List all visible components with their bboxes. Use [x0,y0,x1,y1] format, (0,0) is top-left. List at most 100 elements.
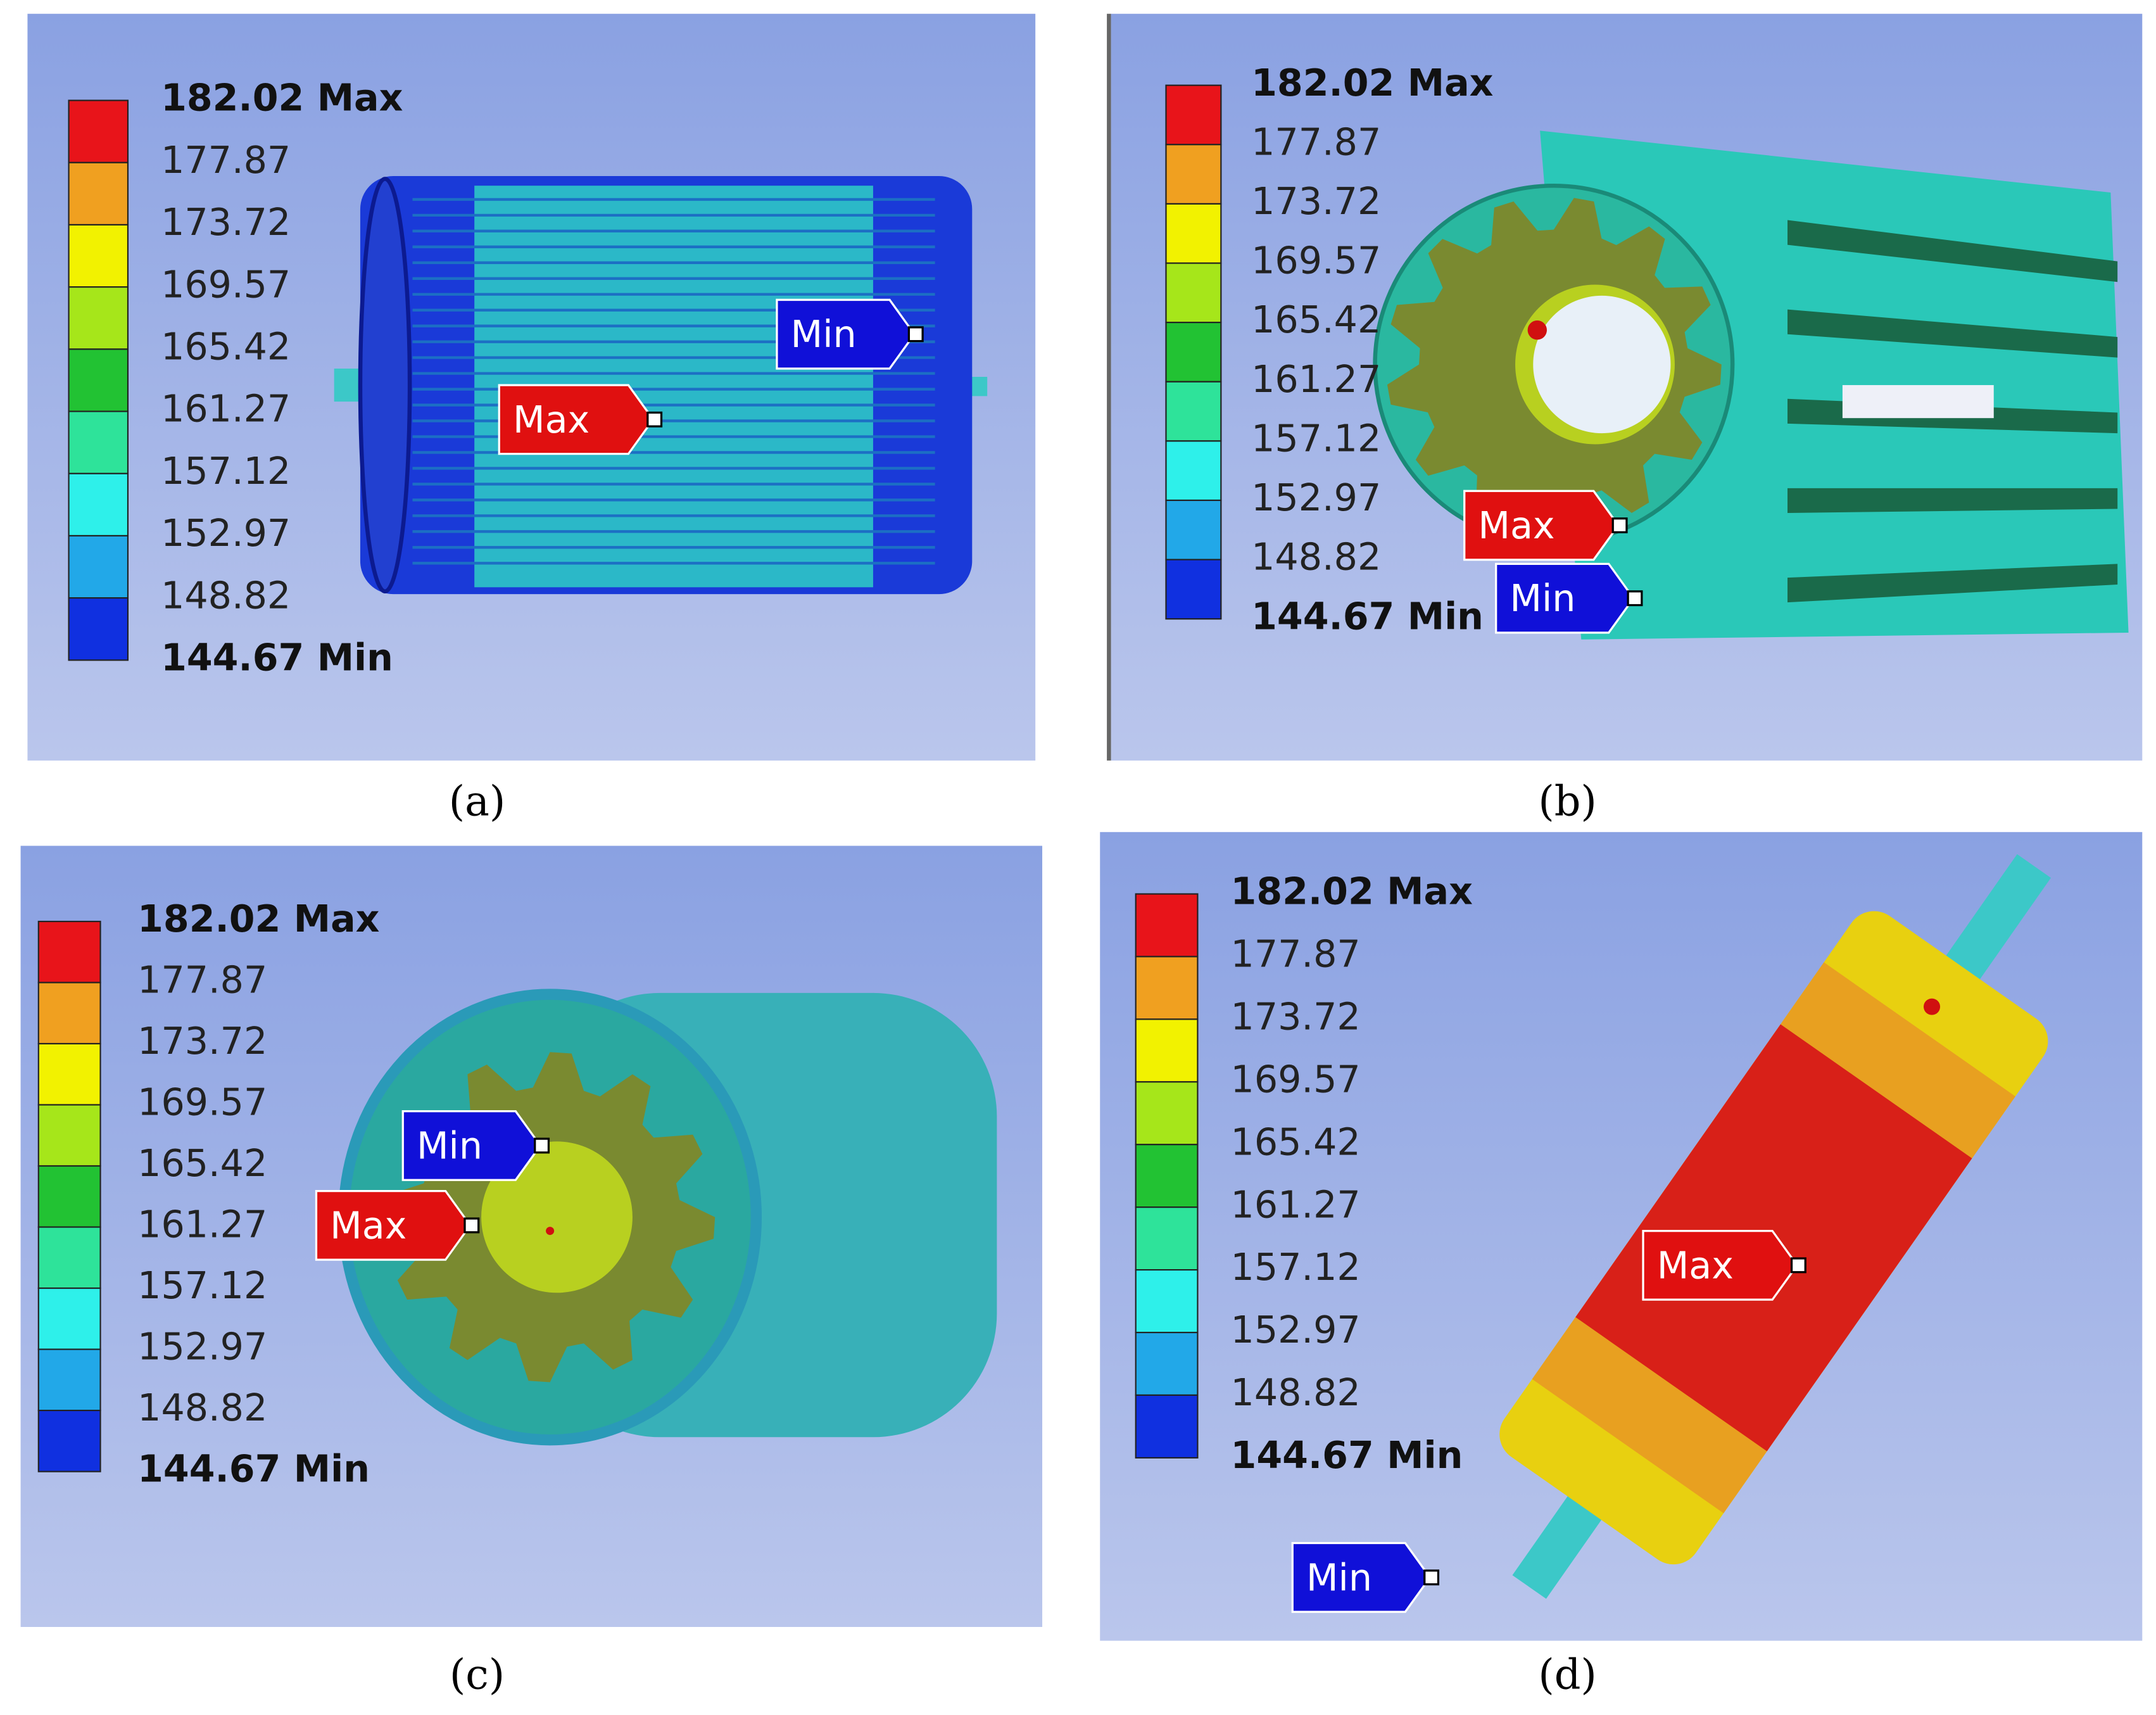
legend-label: 169.57 [161,263,291,306]
legend-label: 152.97 [1231,1308,1361,1351]
probe-label: Min [791,313,857,356]
probe-point [907,326,924,343]
legend-label: 152.97 [161,512,291,555]
legend-swatch [1135,1331,1199,1396]
legend-label: 148.82 [1231,1371,1361,1414]
legend-swatch [37,1165,101,1228]
legend-swatch [1165,499,1222,560]
legend-label: 165.42 [137,1142,267,1185]
legend-swatch [37,1042,101,1106]
legend-label: 144.67 Min [1231,1434,1463,1477]
legend-label: 157.12 [161,450,291,493]
probe-label: Min [1510,577,1575,620]
legend-swatch [1135,1394,1199,1459]
legend-label: 144.67 Min [161,636,393,679]
legend-label: 152.97 [1251,476,1381,519]
legend-swatch [68,597,129,661]
legend-swatch [68,410,129,474]
probe-tag [1463,490,1620,561]
legend-swatch [1135,956,1199,1020]
legend-label: 173.72 [1251,180,1381,223]
legend-label: 165.42 [1251,298,1381,341]
legend-swatch [1135,1081,1199,1146]
legend-label: 157.12 [137,1264,267,1307]
legend-swatch [37,1104,101,1167]
legend-label: 173.72 [161,201,291,244]
legend-label: 177.87 [137,959,267,1002]
legend-swatch [68,348,129,412]
legend-label: 182.02 Max [1251,61,1493,104]
legend-label: 165.42 [161,325,291,368]
probe-point [1790,1257,1806,1274]
legend-swatch [37,982,101,1045]
legend-label: 157.12 [1231,1246,1361,1289]
hot-spot [546,1227,555,1236]
probe-label: Max [1478,504,1554,547]
probe-label: Max [330,1204,407,1247]
legend-label: 161.27 [137,1203,267,1246]
caption: (a) [449,778,506,825]
probe-label: Min [417,1124,482,1167]
probe-tag [315,1189,472,1261]
end-face [358,177,412,594]
legend-swatch [1135,1144,1199,1208]
legend-swatch [68,99,129,163]
legend-swatch [1135,1269,1199,1334]
legend-swatch [37,1287,101,1350]
legend-swatch [1165,440,1222,502]
legend-swatch [1135,893,1199,958]
legend-swatch [68,472,129,537]
caption: (b) [1538,778,1597,825]
probe-label: Min [1306,1556,1372,1599]
bore-inner [1533,295,1671,434]
legend-label: 173.72 [1231,996,1361,1039]
legend-swatch [37,1226,101,1289]
legend-swatch [37,1410,101,1472]
slot [1787,309,2118,358]
legend-label: 152.97 [137,1326,267,1369]
bore [481,1141,633,1293]
legend-label: 144.67 Min [137,1448,370,1491]
slot [1787,488,2118,514]
slot-open [1842,385,1994,419]
legend-label: 169.57 [137,1081,267,1124]
probe-label: Max [513,398,589,441]
legend-label: 157.12 [1251,417,1381,460]
legend-swatch [1165,203,1222,264]
legend-swatch [68,286,129,350]
legend-label: 148.82 [1251,536,1381,579]
caption: (c) [450,1651,505,1699]
legend-swatch [37,1348,101,1412]
legend-swatch [68,224,129,288]
probe-point [1423,1569,1440,1586]
slot [1787,220,2118,282]
probe-point [534,1137,550,1154]
legend-label: 182.02 Max [161,77,403,120]
slot [1787,564,2118,603]
caption: (d) [1538,1651,1597,1699]
legend-swatch [1165,559,1222,620]
legend-label: 182.02 Max [137,897,379,940]
legend-swatch [68,161,129,226]
probe-point [1627,590,1643,607]
panel: 182.02 Max 177.87 173.72 169.57 165.42 161.27… [20,845,1043,1699]
legend-label: 144.67 Min [1251,595,1484,638]
legend-label: 182.02 Max [1231,870,1473,913]
legend-label: 169.57 [1231,1058,1361,1101]
legend-swatch [1135,1206,1199,1271]
legend-label: 177.87 [1251,120,1381,163]
legend-swatch [1165,381,1222,442]
panel: 182.02 Max 177.87 173.72 169.57 165.42 161.27… [1100,832,2143,1699]
legend-label: 177.87 [1231,933,1361,976]
legend-swatch [1165,144,1222,205]
legend-swatch [1165,84,1222,146]
viewport-border [1107,13,1111,761]
probe-tag [1642,1229,1799,1301]
legend-label: 165.42 [1231,1120,1361,1163]
probe-point [1611,517,1628,534]
panel: 182.02 Max 177.87 173.72 169.57 165.42 161.27… [1107,13,2143,825]
legend-label: 161.27 [1231,1183,1361,1226]
legend-swatch [37,920,101,984]
hot-spot [1924,998,1941,1015]
legend-swatch [68,535,129,599]
